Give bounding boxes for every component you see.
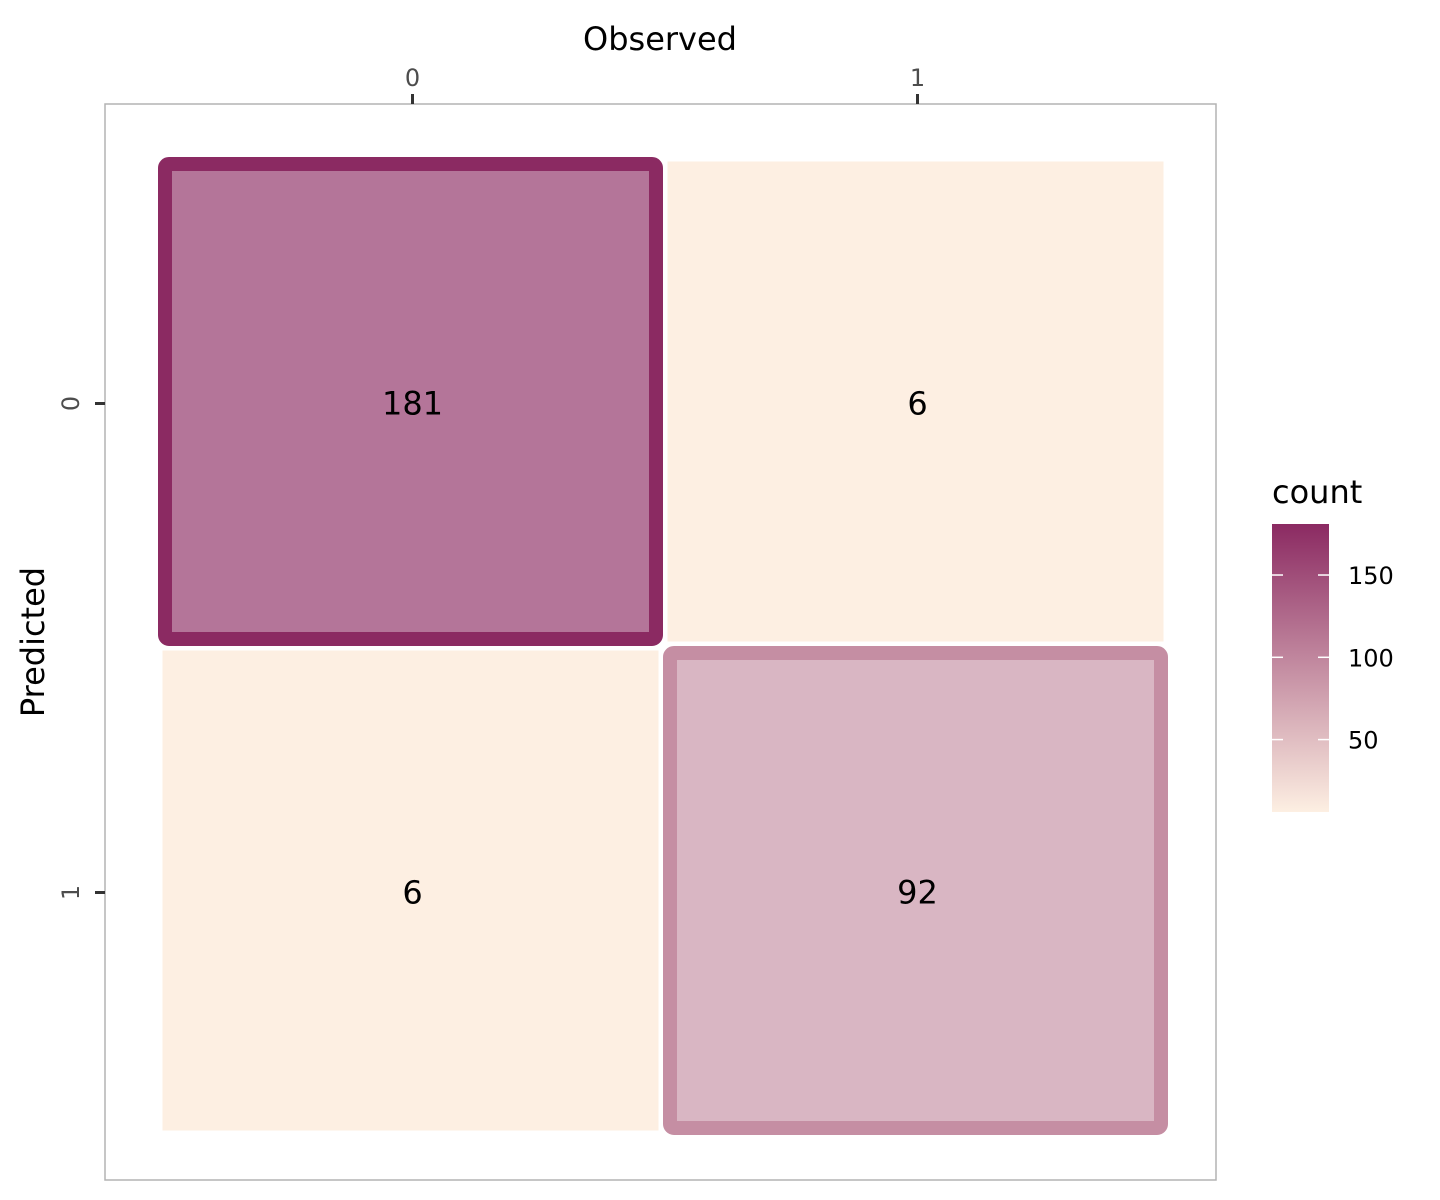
y-tick-label: 1 [57, 885, 85, 900]
x-axis-title: Observed [583, 20, 737, 58]
x-tick-label: 0 [405, 64, 420, 92]
cell-label-0-1: 6 [907, 385, 927, 423]
y-axis-title: Predicted [14, 567, 52, 717]
legend-colorbar [1272, 524, 1329, 812]
heatmap-cell-labels: 181 6 6 92 [382, 385, 938, 912]
legend-tick-label: 150 [1348, 562, 1394, 590]
y-tick-label: 0 [57, 396, 85, 411]
y-axis: 01 [57, 396, 105, 900]
cell-label-0-0: 181 [382, 385, 443, 423]
heatmap-cells [158, 157, 1168, 1135]
cell-label-1-0: 6 [402, 874, 422, 912]
legend-tick-label: 50 [1348, 727, 1379, 755]
heatmap-cell-0-0 [158, 157, 663, 646]
legend-tick-label: 100 [1348, 644, 1394, 672]
legend-ticks: 50 100 150 [1272, 562, 1394, 755]
legend-title: count [1272, 473, 1362, 511]
x-tick-label: 1 [910, 64, 925, 92]
heatmap-cell-0-1 [664, 158, 1167, 645]
heatmap-cell-1-0 [159, 647, 662, 1134]
heatmap-cell-1-1 [663, 646, 1168, 1135]
cell-label-1-1: 92 [897, 874, 938, 912]
color-legend: count 50 100 150 [1272, 473, 1394, 812]
